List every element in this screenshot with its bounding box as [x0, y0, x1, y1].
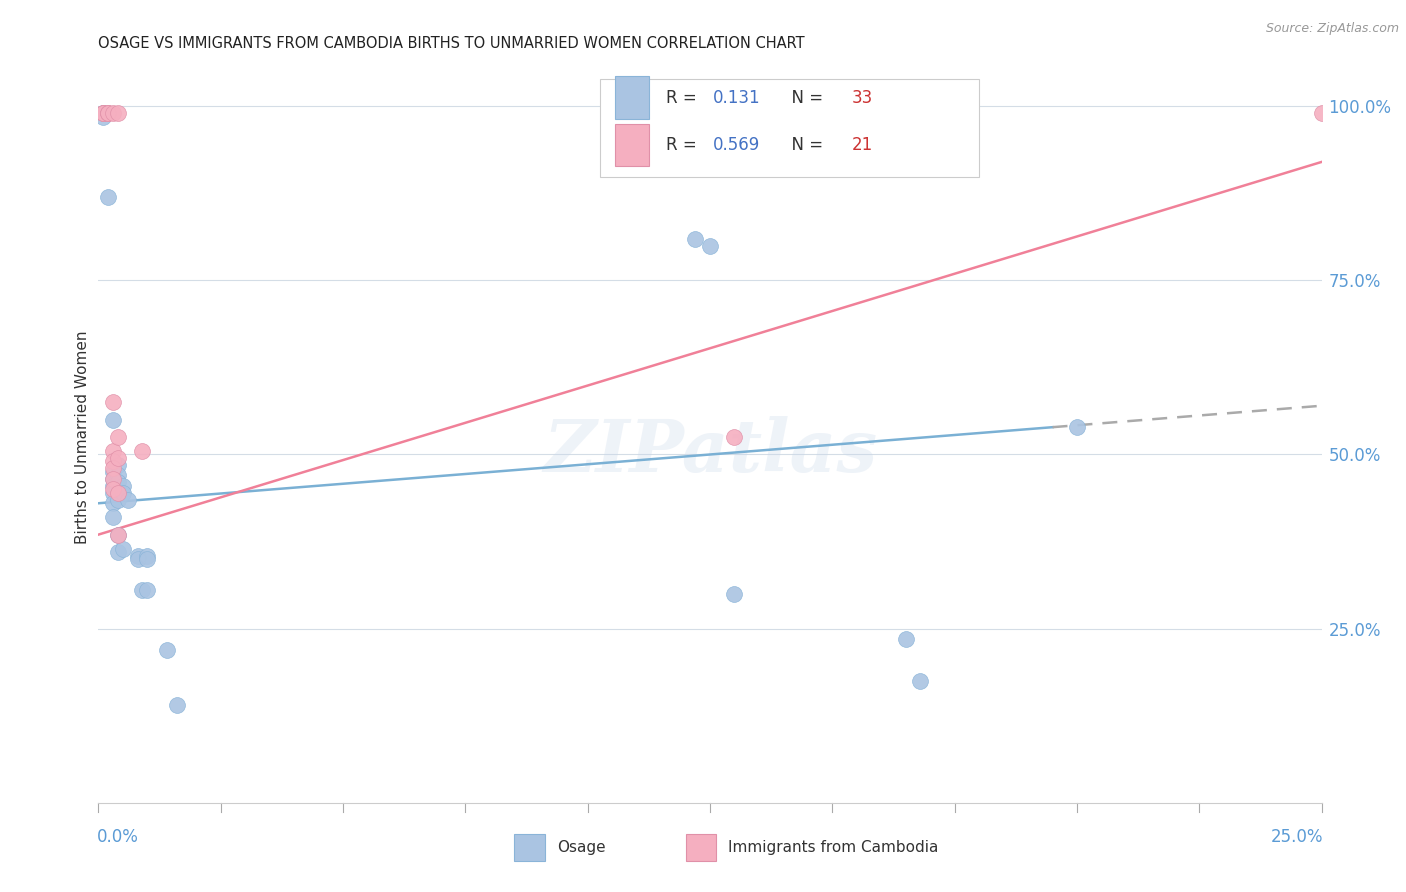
Text: 21: 21 [852, 136, 873, 154]
Point [97, 106, 120, 120]
Point [101, 395, 124, 409]
Point [101, 479, 124, 493]
Point [107, 450, 129, 465]
FancyBboxPatch shape [600, 78, 979, 178]
Point [97, 106, 120, 120]
Point [101, 454, 124, 468]
Point [723, 430, 745, 444]
FancyBboxPatch shape [686, 833, 716, 862]
Point [131, 444, 153, 458]
Text: 0.569: 0.569 [713, 136, 759, 154]
Point [111, 479, 134, 493]
Point [91, 106, 114, 120]
Point [127, 552, 149, 566]
Point [91, 106, 114, 120]
Point [91, 106, 114, 120]
FancyBboxPatch shape [614, 124, 650, 167]
Point [97, 106, 120, 120]
Point [107, 458, 129, 472]
Point [685, 231, 707, 245]
Point [101, 444, 124, 458]
Point [117, 492, 139, 507]
FancyBboxPatch shape [515, 833, 546, 862]
Point [136, 552, 159, 566]
Text: R =: R = [666, 88, 702, 107]
Point [1066, 419, 1088, 434]
Point [107, 527, 129, 541]
Text: Source: ZipAtlas.com: Source: ZipAtlas.com [1265, 22, 1399, 36]
Point [699, 238, 721, 252]
Text: N =: N = [780, 136, 828, 154]
Point [136, 549, 159, 563]
Point [131, 583, 153, 598]
Point [101, 485, 124, 500]
Point [97, 190, 120, 204]
FancyBboxPatch shape [614, 77, 650, 119]
Text: 25.0%: 25.0% [1271, 829, 1323, 847]
Point [107, 430, 129, 444]
Point [723, 587, 745, 601]
Point [107, 527, 129, 541]
Point [101, 483, 124, 497]
Point [91, 106, 114, 120]
Text: R =: R = [666, 136, 702, 154]
Point [894, 632, 917, 646]
Point [111, 485, 134, 500]
Text: 33: 33 [852, 88, 873, 107]
Point [111, 541, 134, 556]
Point [107, 468, 129, 483]
Text: 0.0%: 0.0% [97, 829, 139, 847]
Point [107, 106, 129, 120]
Point [101, 461, 124, 475]
Point [101, 510, 124, 524]
Point [107, 545, 129, 559]
Point [107, 492, 129, 507]
Point [107, 485, 129, 500]
Point [91, 110, 114, 124]
Point [101, 472, 124, 486]
Point [136, 583, 159, 598]
Point [910, 673, 932, 688]
Text: OSAGE VS IMMIGRANTS FROM CAMBODIA BIRTHS TO UNMARRIED WOMEN CORRELATION CHART: OSAGE VS IMMIGRANTS FROM CAMBODIA BIRTHS… [98, 36, 806, 51]
Point [127, 549, 149, 563]
Point [101, 465, 124, 479]
Y-axis label: Births to Unmarried Women: Births to Unmarried Women [75, 330, 90, 544]
Point [101, 106, 124, 120]
Point [156, 642, 179, 657]
Point [101, 496, 124, 510]
Point [1310, 106, 1333, 120]
Text: 0.131: 0.131 [713, 88, 761, 107]
Point [166, 698, 188, 713]
Text: ZIPatlas: ZIPatlas [543, 417, 877, 487]
Text: Immigrants from Cambodia: Immigrants from Cambodia [728, 840, 939, 855]
Point [107, 485, 129, 500]
Point [101, 472, 124, 486]
Point [101, 412, 124, 426]
Point [107, 475, 129, 490]
Text: N =: N = [780, 88, 828, 107]
Point [91, 106, 114, 120]
Text: Osage: Osage [557, 840, 606, 855]
